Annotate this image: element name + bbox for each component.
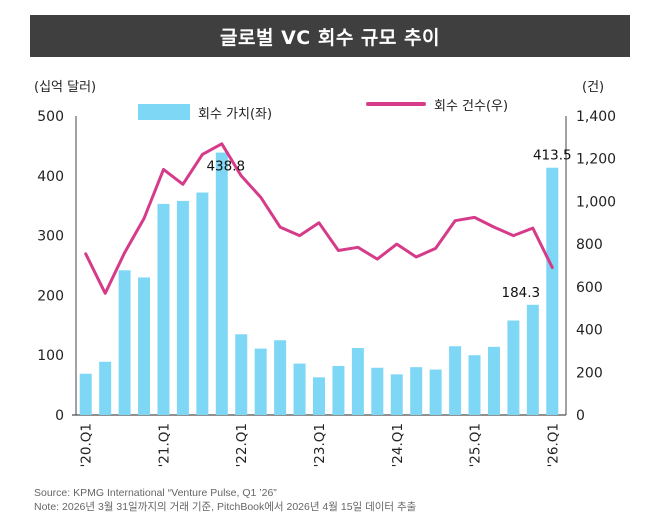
bar-'24.Q4 — [449, 346, 462, 415]
right-tick-label: 600 — [576, 280, 603, 296]
right-tick-label: 1,400 — [576, 109, 616, 125]
bar-'25.Q2 — [487, 346, 500, 415]
bar-'22.Q1 — [235, 334, 248, 415]
bar-'24.Q3 — [429, 369, 442, 415]
bar-'22.Q2 — [254, 348, 267, 415]
bar-'22.Q4 — [293, 363, 306, 415]
bar-'20.Q4 — [138, 277, 151, 415]
x-tick-label: '21.Q1 — [156, 423, 172, 467]
bar-'21.Q4 — [215, 152, 228, 415]
right-tick-label: 1,000 — [576, 194, 616, 210]
notes: Source: KPMG International “Venture Puls… — [34, 486, 416, 514]
bar-'23.Q2 — [332, 365, 345, 415]
left-tick-label: 200 — [37, 288, 64, 304]
x-tick-label: '20.Q1 — [79, 423, 95, 467]
left-axis-unit: (십억 달러) — [34, 80, 97, 95]
left-tick-label: 500 — [37, 109, 64, 125]
legend-line-label: 회수 건수(우) — [434, 99, 509, 114]
bar-'24.Q2 — [410, 367, 423, 415]
bar-'24.Q1 — [390, 374, 403, 415]
chart-title: 글로벌 VC 회수 규모 추이 — [30, 15, 630, 57]
right-tick-label: 800 — [576, 237, 603, 253]
bar-'21.Q1 — [157, 203, 170, 415]
x-tick-label: '26.Q1 — [545, 423, 561, 467]
right-tick-label: 400 — [576, 323, 603, 339]
bar-'20.Q1 — [79, 373, 92, 415]
right-axis-unit: (건) — [582, 80, 605, 95]
legend-bar-swatch — [138, 104, 190, 120]
left-tick-label: 400 — [37, 169, 64, 185]
bar-'25.Q3 — [507, 320, 520, 415]
right-tick-label: 0 — [576, 408, 585, 424]
legend-bar-label: 회수 가치(좌) — [198, 107, 273, 122]
bar-'23.Q4 — [371, 367, 384, 415]
data-label: 438.8 — [206, 159, 245, 175]
x-tick-label: '23.Q1 — [312, 423, 328, 467]
bar-'22.Q3 — [274, 340, 287, 415]
bar-'26.Q1 — [546, 167, 559, 415]
bar-'25.Q4 — [526, 304, 539, 415]
data-note: Note: 2026년 3월 31일까지의 거래 기준, PitchBook에서… — [34, 501, 417, 513]
bar-'25.Q1 — [468, 355, 481, 415]
bar-'23.Q1 — [313, 377, 325, 415]
left-tick-label: 100 — [37, 348, 64, 364]
data-label: 413.5 — [533, 148, 572, 164]
series-line-count — [84, 142, 554, 295]
left-tick-label: 300 — [37, 229, 64, 245]
x-tick-label: '22.Q1 — [234, 423, 250, 467]
bar-'21.Q2 — [176, 200, 189, 415]
data-label: 184.3 — [502, 285, 541, 301]
right-tick-label: 200 — [576, 365, 603, 381]
source-note: Source: KPMG International “Venture Puls… — [34, 487, 277, 499]
bar-'20.Q2 — [99, 361, 112, 415]
bar-'23.Q3 — [351, 348, 364, 415]
x-tick-label: '25.Q1 — [468, 423, 484, 467]
right-tick-label: 1,200 — [576, 152, 616, 168]
x-tick-label: '24.Q1 — [390, 423, 406, 467]
left-tick-label: 0 — [55, 408, 64, 424]
bar-'21.Q3 — [196, 192, 209, 415]
legend-line-swatch — [366, 102, 426, 106]
bar-'20.Q3 — [118, 270, 131, 415]
